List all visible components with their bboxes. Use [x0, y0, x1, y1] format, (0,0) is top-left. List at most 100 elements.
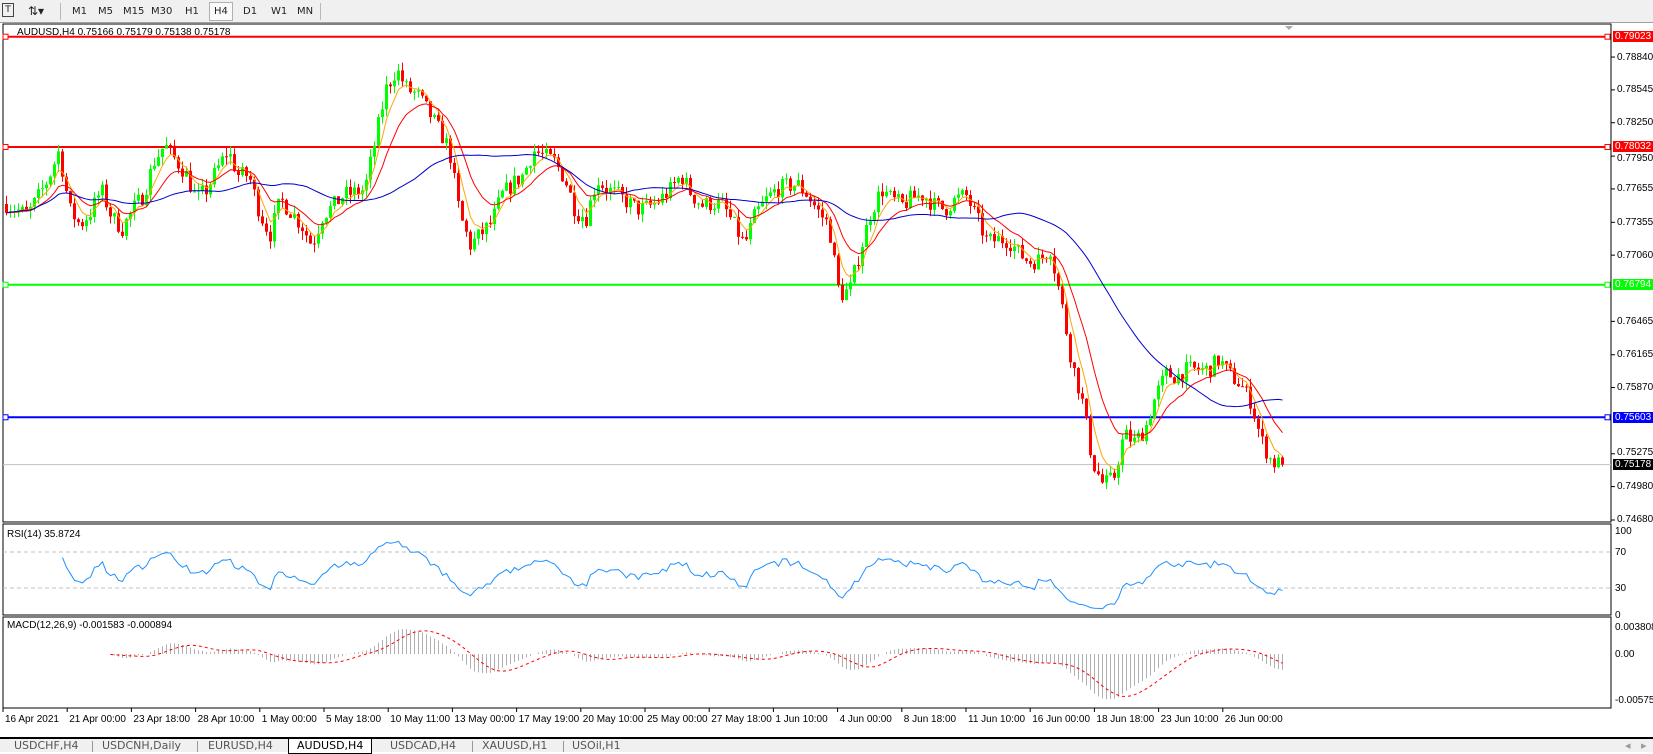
bull-candle	[213, 168, 216, 185]
bear-candle	[1265, 436, 1268, 459]
bear-candle	[937, 198, 940, 201]
bear-candle	[569, 185, 572, 193]
bear-candle	[681, 177, 684, 184]
bull-candle	[769, 192, 772, 197]
bull-candle	[641, 202, 644, 215]
toolbar-separator	[60, 3, 61, 20]
tab-usdchf-h4[interactable]: USDCHF,H4	[14, 739, 79, 752]
bull-candle	[37, 189, 40, 198]
bull-candle	[845, 289, 848, 301]
bear-candle	[389, 84, 392, 87]
bear-candle	[309, 235, 312, 244]
bull-candle	[1117, 465, 1120, 478]
timeframe-w1[interactable]: W1	[271, 6, 288, 17]
bear-candle	[349, 186, 352, 195]
bear-candle	[1033, 263, 1036, 270]
bear-candle	[801, 180, 804, 193]
bear-candle	[409, 81, 412, 93]
bull-candle	[989, 234, 992, 237]
bear-candle	[469, 231, 472, 250]
macd-axis-label: 0.00	[1615, 648, 1635, 660]
bear-candle	[693, 195, 696, 204]
bull-candle	[397, 70, 400, 81]
bear-candle	[337, 196, 340, 205]
bear-candle	[777, 189, 780, 198]
bear-candle	[1181, 374, 1184, 382]
time-axis-label: 21 Apr 00:00	[69, 714, 126, 725]
bear-candle	[357, 187, 360, 195]
bear-candle	[453, 162, 456, 174]
bear-candle	[121, 231, 124, 236]
scroll-right-icon[interactable]: ▸	[1641, 739, 1647, 752]
bear-candle	[257, 189, 260, 217]
bear-candle	[1041, 254, 1044, 258]
bear-candle	[509, 182, 512, 194]
bear-candle	[1005, 243, 1008, 248]
timeframe-h4[interactable]: H4	[209, 2, 233, 21]
bull-candle	[925, 198, 928, 201]
bear-candle	[633, 198, 636, 201]
bear-candle	[105, 184, 108, 208]
macd-signal-line	[110, 630, 1283, 697]
bull-candle	[341, 198, 344, 205]
bear-candle	[537, 151, 540, 153]
bull-candle	[545, 149, 548, 154]
bull-candle	[1165, 368, 1168, 376]
price-chart[interactable]	[0, 0, 1653, 737]
bear-candle	[1009, 247, 1012, 252]
bull-candle	[917, 195, 920, 198]
bull-candle	[1017, 245, 1020, 247]
bear-candle	[977, 206, 980, 214]
bull-candle	[1269, 458, 1272, 460]
bear-candle	[1245, 386, 1248, 388]
bear-candle	[737, 216, 740, 237]
drawing-tools-icon[interactable]: ⇅▾	[28, 4, 45, 18]
bear-candle	[941, 200, 944, 210]
tab-usdcad-h4[interactable]: USDCAD,H4	[390, 739, 456, 752]
bull-candle	[477, 229, 480, 239]
bear-candle	[1129, 429, 1132, 442]
bear-candle	[1081, 393, 1084, 399]
bull-candle	[849, 282, 852, 290]
bear-candle	[729, 209, 732, 218]
timeframe-h1[interactable]: H1	[185, 6, 199, 17]
bull-candle	[193, 191, 196, 193]
bull-candle	[353, 187, 356, 195]
timeframe-mn[interactable]: MN	[297, 6, 314, 17]
timeframe-m15[interactable]: M15	[123, 6, 145, 17]
tab-xauusd-h1[interactable]: XAUUSD,H1	[482, 739, 548, 752]
bear-candle	[945, 209, 948, 216]
price-axis-label: 0.77355	[1617, 216, 1653, 228]
price-axis-label: 0.78250	[1617, 117, 1653, 129]
bull-candle	[521, 174, 524, 185]
bear-candle	[1021, 245, 1024, 259]
scroll-left-icon[interactable]: ◂	[1625, 739, 1631, 752]
timeframe-d1[interactable]: D1	[243, 6, 258, 17]
bull-candle	[525, 167, 528, 175]
price-axis-label: 0.78840	[1617, 51, 1653, 63]
bull-candle	[317, 233, 320, 244]
bear-candle	[265, 223, 268, 232]
text-tool-icon[interactable]: T	[2, 3, 14, 17]
bear-candle	[825, 217, 828, 220]
timeframe-m1[interactable]: M1	[72, 6, 87, 17]
bull-candle	[1205, 365, 1208, 369]
time-axis-label: 25 May 00:00	[647, 714, 708, 725]
bear-candle	[1141, 432, 1144, 442]
tab-usoil-h1[interactable]: USOil,H1	[572, 739, 621, 752]
time-axis-label: 17 May 19:00	[518, 714, 580, 725]
bear-candle	[557, 157, 560, 168]
bull-candle	[201, 185, 204, 191]
bull-candle	[497, 197, 500, 209]
bear-candle	[1281, 457, 1284, 465]
time-axis-label: 16 Apr 2021	[5, 714, 59, 725]
level-handle	[1604, 281, 1611, 288]
timeframe-m5[interactable]: M5	[98, 6, 113, 17]
time-axis-label: 1 May 00:00	[261, 714, 317, 725]
bull-candle	[873, 212, 876, 222]
tab-usdcnh-daily[interactable]: USDCNH,Daily	[102, 739, 182, 752]
tab-eurusd-h4[interactable]: EURUSD,H4	[208, 739, 273, 752]
timeframe-m30[interactable]: M30	[151, 6, 173, 17]
bull-candle	[149, 168, 152, 195]
bull-candle	[33, 197, 36, 207]
